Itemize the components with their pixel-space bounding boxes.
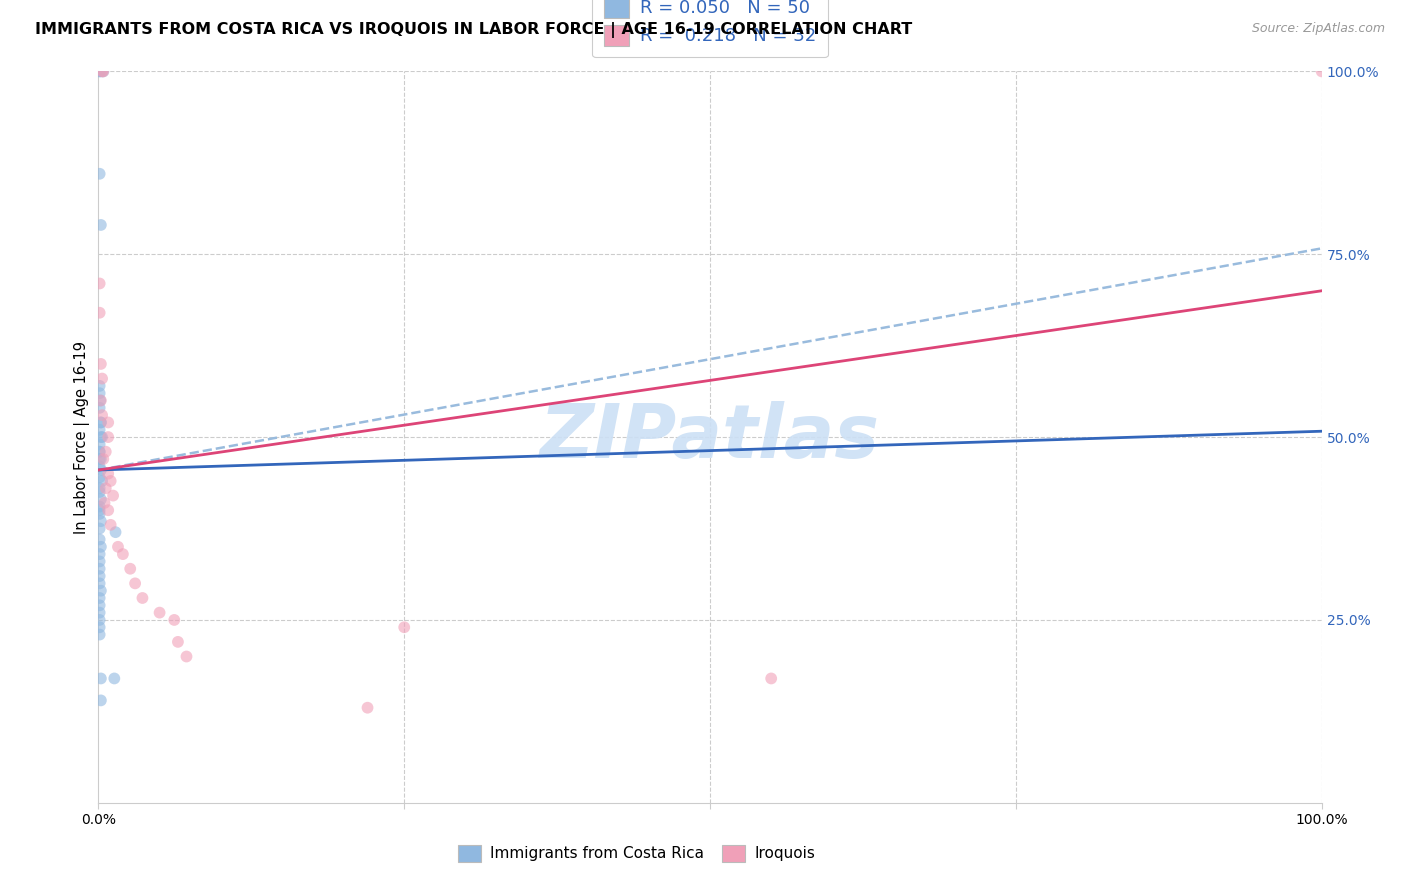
Point	[167, 635, 190, 649]
Point	[761, 672, 783, 686]
Point	[89, 500, 111, 514]
Point	[100, 474, 122, 488]
Point	[89, 64, 111, 78]
Point	[94, 481, 117, 495]
Point	[89, 306, 111, 320]
Y-axis label: In Labor Force | Age 16-19: In Labor Force | Age 16-19	[75, 341, 90, 533]
Point	[91, 474, 114, 488]
Point	[89, 562, 111, 576]
Point	[89, 386, 111, 401]
Point	[89, 379, 111, 393]
Point	[176, 649, 198, 664]
Point	[90, 416, 112, 430]
Point	[356, 700, 378, 714]
Point	[120, 562, 142, 576]
Point	[101, 489, 124, 503]
Point	[91, 371, 114, 385]
Point	[89, 576, 111, 591]
Point	[89, 533, 111, 547]
Point	[89, 401, 111, 415]
Point	[91, 64, 114, 78]
Point	[90, 430, 112, 444]
Point	[89, 591, 111, 605]
Point	[89, 606, 111, 620]
Point	[89, 167, 111, 181]
Point	[90, 672, 112, 686]
Point	[97, 430, 120, 444]
Point	[89, 481, 111, 495]
Point	[89, 485, 111, 500]
Point	[89, 627, 111, 641]
Point	[89, 554, 111, 568]
Legend: Immigrants from Costa Rica, Iroquois: Immigrants from Costa Rica, Iroquois	[451, 838, 821, 868]
Point	[89, 277, 111, 291]
Point	[89, 437, 111, 451]
Point	[149, 606, 172, 620]
Point	[89, 503, 111, 517]
Point	[107, 540, 129, 554]
Point	[89, 452, 111, 467]
Point	[97, 503, 120, 517]
Point	[89, 599, 111, 613]
Point	[89, 620, 111, 634]
Point	[90, 583, 112, 598]
Point	[90, 393, 112, 408]
Point	[163, 613, 186, 627]
Point	[90, 357, 112, 371]
Point	[104, 525, 127, 540]
Point	[103, 672, 125, 686]
Point	[91, 430, 114, 444]
Point	[89, 64, 111, 78]
Point	[90, 218, 112, 232]
Point	[91, 452, 114, 467]
Point	[90, 540, 112, 554]
Point	[89, 569, 111, 583]
Point	[392, 620, 416, 634]
Point	[93, 496, 115, 510]
Point	[100, 517, 122, 532]
Point	[90, 416, 112, 430]
Point	[97, 416, 120, 430]
Point	[91, 64, 114, 78]
Point	[94, 444, 117, 458]
Point	[89, 507, 111, 521]
Point	[89, 613, 111, 627]
Point	[131, 591, 153, 605]
Point	[91, 64, 114, 78]
Point	[91, 408, 114, 422]
Point	[90, 492, 112, 507]
Point	[89, 459, 111, 474]
Point	[89, 521, 111, 535]
Point	[89, 547, 111, 561]
Point	[97, 467, 120, 481]
Point	[1310, 64, 1333, 78]
Point	[124, 576, 146, 591]
Point	[89, 444, 111, 458]
Point	[90, 514, 112, 528]
Point	[89, 393, 111, 408]
Text: Source: ZipAtlas.com: Source: ZipAtlas.com	[1251, 22, 1385, 36]
Point	[91, 64, 114, 78]
Point	[89, 423, 111, 437]
Point	[90, 463, 112, 477]
Point	[90, 452, 112, 467]
Point	[111, 547, 134, 561]
Point	[90, 693, 112, 707]
Text: IMMIGRANTS FROM COSTA RICA VS IROQUOIS IN LABOR FORCE | AGE 16-19 CORRELATION CH: IMMIGRANTS FROM COSTA RICA VS IROQUOIS I…	[35, 22, 912, 38]
Point	[89, 470, 111, 484]
Point	[89, 444, 111, 458]
Text: ZIPatlas: ZIPatlas	[540, 401, 880, 474]
